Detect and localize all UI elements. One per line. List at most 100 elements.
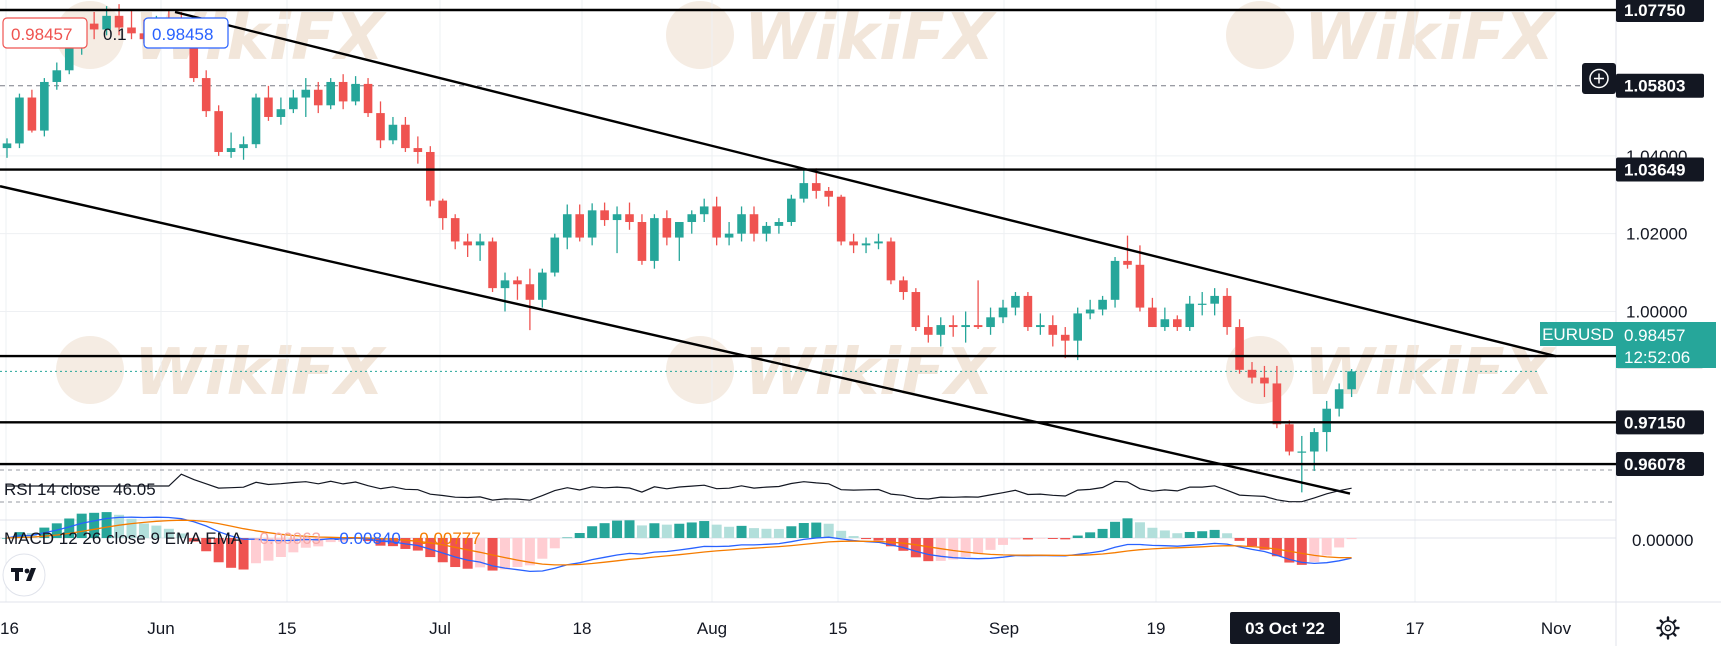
candle-73 <box>911 288 921 331</box>
candle-46 <box>575 204 584 242</box>
macd-bar-104 <box>1296 538 1307 565</box>
candle-106 <box>1322 400 1331 452</box>
tradingview-logo-icon[interactable] <box>2 553 46 597</box>
macd-zero-label: 0.00000 <box>1632 531 1693 550</box>
macd-bar-35 <box>437 538 448 563</box>
macd-bar-57 <box>711 524 722 538</box>
candle-100 <box>1247 362 1257 384</box>
candle-85 <box>1060 327 1070 359</box>
time-axis[interactable]: 16 Jun 15 Jul 18 Aug 15 Sep 19 03 Oct '22 17 Nov <box>0 612 1572 644</box>
candle-30 <box>376 101 385 149</box>
rsi-label[interactable]: RSI 14 close 46.05 <box>4 480 156 499</box>
channel-upper-line[interactable] <box>174 10 1557 358</box>
channel-trendlines[interactable] <box>0 10 1557 495</box>
macd-bar-68 <box>848 536 859 538</box>
candle-66 <box>824 186 833 207</box>
watermark-3: WikiFX <box>56 336 387 410</box>
macd-label[interactable]: MACD 12 26 close 9 EMA EMA -0.00063 -0.0… <box>4 529 481 548</box>
candle-83 <box>1036 313 1045 335</box>
candle-60 <box>749 206 759 242</box>
candle-75 <box>936 317 946 347</box>
price-level-label-5: 0.96078 <box>1616 452 1704 477</box>
macd-bar-89 <box>1110 521 1121 538</box>
macd-bar-42 <box>524 538 535 566</box>
candle-55 <box>687 210 697 234</box>
candle-27 <box>338 74 348 110</box>
macd-bar-9 <box>114 514 125 538</box>
macd-bar-103 <box>1284 538 1295 563</box>
candle-44 <box>550 233 560 277</box>
macd-bar-8 <box>101 512 112 538</box>
candle-84 <box>1048 315 1058 347</box>
candle-4 <box>52 62 62 90</box>
candle-61 <box>762 222 771 242</box>
candle-20 <box>251 93 261 149</box>
macd-bar-20 <box>251 538 261 564</box>
macd-bar-39 <box>487 538 498 571</box>
macd-bar-80 <box>998 538 1008 545</box>
candle-103 <box>1285 420 1294 456</box>
time-label-0: 16 <box>0 619 19 638</box>
macd-bar-77 <box>960 538 971 557</box>
candle-21 <box>264 85 273 121</box>
candle-10 <box>127 10 136 40</box>
macd-bar-76 <box>948 538 959 560</box>
macd-bar-75 <box>935 538 946 561</box>
macd-bar-107 <box>1334 538 1345 548</box>
time-label-current: 03 Oct '22 <box>1230 612 1340 644</box>
time-label-8: 19 <box>1147 619 1166 638</box>
macd-bar-45 <box>562 537 573 539</box>
candle-50 <box>625 202 634 230</box>
macd-bar-83 <box>1035 538 1046 539</box>
current-price-label: EURUSD 0.98457 12:52:06 <box>1540 322 1716 368</box>
crosshair-plus-icon[interactable] <box>1582 63 1616 94</box>
candle-70 <box>874 233 883 250</box>
macd-bar-74 <box>923 538 934 562</box>
current-price-box <box>1616 322 1716 368</box>
candle-94 <box>1173 315 1182 331</box>
macd-bar-90 <box>1122 518 1133 538</box>
channel-lower-line[interactable] <box>0 185 1351 495</box>
macd-bar-52 <box>649 523 660 538</box>
macd-bar-23 <box>288 538 299 553</box>
watermark-2: WikiFX <box>1226 1 1557 75</box>
macd-bar-54 <box>674 523 685 538</box>
macd-bar-0 <box>2 538 12 539</box>
macd-bar-24 <box>300 538 311 548</box>
price-level-label-0: 1.07750 <box>1616 0 1704 22</box>
price-axis[interactable]: 1.040001.020001.000001.077501.058031.036… <box>1616 0 1704 477</box>
candle-69 <box>861 237 871 254</box>
macd-bar-33 <box>412 538 423 551</box>
macd-bar-49 <box>612 520 623 538</box>
candle-51 <box>637 214 647 265</box>
macd-bar-26 <box>325 538 336 543</box>
candle-102 <box>1272 365 1282 429</box>
macd-bar-100 <box>1247 538 1257 547</box>
candle-87 <box>1085 299 1095 320</box>
macd-bar-88 <box>1097 528 1108 538</box>
bid-box <box>2 17 88 49</box>
candle-74 <box>924 315 933 343</box>
bid-ask-widget[interactable]: 0.98457 0.1 0.98458 <box>2 17 229 49</box>
candle-35 <box>438 198 448 230</box>
watermark-4: WikiFX <box>666 336 997 410</box>
candle-92 <box>1148 297 1157 328</box>
macd-bar-22 <box>275 538 286 558</box>
watermark-1: WikiFX <box>666 1 997 75</box>
macd-bar-16 <box>201 538 212 552</box>
rsi-line <box>7 473 1352 503</box>
candle-17 <box>214 105 223 156</box>
macd-bar-65 <box>811 522 822 538</box>
ask-price: 0.98458 <box>152 25 213 44</box>
macd-bar-25 <box>313 538 324 547</box>
macd-histogram <box>2 512 1357 571</box>
grid-lines <box>0 0 1616 602</box>
settings-gear-icon[interactable] <box>1656 616 1680 640</box>
candle-36 <box>450 214 460 250</box>
candle-28 <box>351 76 360 106</box>
macd-bar-47 <box>587 526 598 538</box>
macd-bar-46 <box>574 533 585 538</box>
macd-bar-98 <box>1222 533 1233 538</box>
candlestick-series <box>2 4 1356 493</box>
